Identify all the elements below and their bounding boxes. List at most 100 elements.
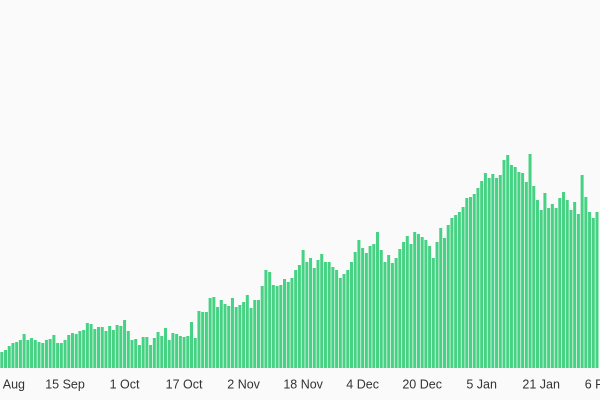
bar <box>145 337 149 368</box>
bar <box>353 252 357 368</box>
bar <box>409 244 413 368</box>
bar <box>457 212 461 368</box>
bar <box>242 302 246 368</box>
bar <box>85 323 89 368</box>
bar <box>137 345 141 368</box>
bar <box>361 248 365 368</box>
bar <box>342 274 346 368</box>
bar <box>435 242 439 368</box>
bar <box>402 242 406 368</box>
bar <box>439 228 443 368</box>
bar <box>82 330 86 368</box>
bar <box>312 268 316 368</box>
bar <box>245 295 249 368</box>
x-tick-label: 30 Aug <box>0 377 25 391</box>
bar <box>442 238 446 368</box>
x-tick-label: 4 Dec <box>346 377 379 391</box>
bar <box>513 167 517 368</box>
bar <box>550 204 554 368</box>
bar <box>535 200 539 368</box>
bar <box>487 178 491 368</box>
bar <box>152 338 156 368</box>
bar <box>446 225 450 368</box>
bar <box>279 285 283 368</box>
bar <box>387 255 391 368</box>
bar <box>97 327 101 368</box>
bar <box>204 312 208 368</box>
bar <box>294 270 298 368</box>
bar <box>498 175 502 368</box>
bar <box>268 272 272 368</box>
bar <box>67 335 71 368</box>
bar <box>588 212 592 368</box>
bar <box>216 307 220 368</box>
bar <box>346 270 350 368</box>
bar <box>398 249 402 368</box>
bar <box>416 234 420 368</box>
bar <box>539 210 543 368</box>
bar <box>480 181 484 368</box>
bar <box>141 337 145 368</box>
bar <box>562 192 566 368</box>
bar <box>223 304 227 368</box>
x-tick-label: 5 Jan <box>466 377 497 391</box>
bar <box>320 254 324 368</box>
bar <box>249 308 253 368</box>
bar <box>48 339 52 368</box>
bar <box>256 300 260 368</box>
bar <box>331 267 335 368</box>
x-tick-label: 17 Oct <box>166 377 203 391</box>
bar <box>383 262 387 368</box>
bar <box>7 346 11 368</box>
bar <box>364 253 368 368</box>
x-tick-label: 21 Jan <box>522 377 560 391</box>
bar <box>576 214 580 368</box>
bar <box>394 258 398 368</box>
bar <box>532 186 536 368</box>
bar <box>428 246 432 368</box>
bar <box>234 307 238 368</box>
x-tick-label: 15 Sep <box>45 377 85 391</box>
bar <box>201 312 205 368</box>
bar <box>163 328 167 368</box>
x-tick-label: 20 Dec <box>402 377 442 391</box>
bar <box>130 340 134 368</box>
bar <box>554 208 558 368</box>
bar <box>283 279 287 368</box>
bar <box>78 331 82 368</box>
bar <box>104 331 108 368</box>
x-tick-label: 6 Feb <box>585 377 600 391</box>
bar <box>26 340 30 368</box>
bar <box>286 282 290 368</box>
bar <box>517 172 521 368</box>
bar <box>275 286 279 368</box>
bar <box>37 342 41 368</box>
bar <box>15 342 19 368</box>
bar <box>297 265 301 368</box>
x-tick-label: 18 Nov <box>283 377 323 391</box>
bar <box>323 262 327 368</box>
bar <box>543 193 547 368</box>
bar <box>134 339 138 368</box>
bar <box>309 258 313 368</box>
bar <box>190 322 194 368</box>
bar <box>108 326 112 368</box>
bar <box>476 188 480 368</box>
bar <box>569 210 573 368</box>
bar <box>521 173 525 368</box>
bar <box>197 311 201 368</box>
bar <box>558 198 562 368</box>
bar <box>491 174 495 368</box>
bar <box>349 262 353 368</box>
bar <box>565 200 569 368</box>
bar <box>524 182 528 368</box>
bar <box>126 331 130 368</box>
bar <box>230 298 234 368</box>
bar <box>182 337 186 368</box>
bar <box>175 334 179 368</box>
bar <box>41 343 45 368</box>
bar <box>56 343 60 368</box>
bar <box>52 335 56 368</box>
bar <box>450 218 454 368</box>
